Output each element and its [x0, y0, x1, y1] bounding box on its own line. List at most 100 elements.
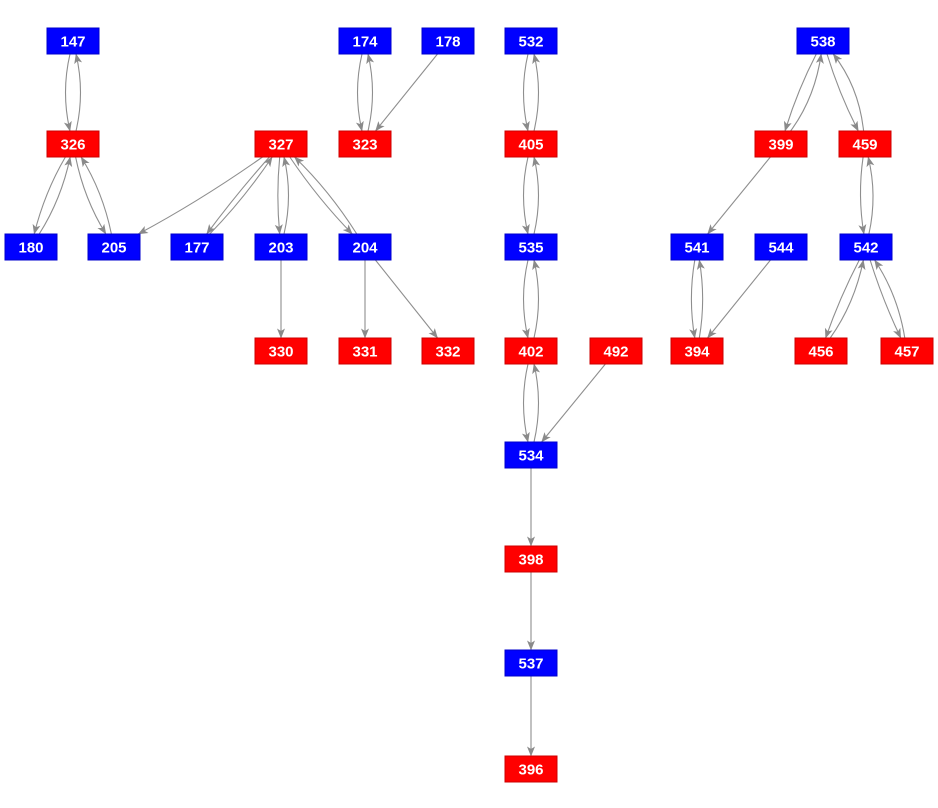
node-332[interactable]: 332 — [421, 337, 475, 365]
node-label: 396 — [518, 762, 543, 779]
node-398[interactable]: 398 — [504, 545, 558, 573]
node-label: 323 — [352, 137, 377, 154]
edge-402-535 — [532, 259, 541, 339]
edge-327-203 — [274, 156, 283, 235]
node-537[interactable]: 537 — [504, 649, 558, 677]
node-327[interactable]: 327 — [254, 130, 308, 158]
node-label: 544 — [768, 240, 794, 257]
edge-535-402 — [521, 259, 530, 339]
node-box-blue[interactable] — [87, 233, 141, 261]
edge-177-327 — [209, 156, 273, 235]
node-box-blue[interactable] — [421, 27, 475, 55]
edge-327-177 — [206, 156, 270, 235]
node-544[interactable]: 544 — [754, 233, 808, 261]
node-label: 532 — [518, 34, 543, 51]
node-459[interactable]: 459 — [838, 130, 892, 158]
node-323[interactable]: 323 — [338, 130, 392, 158]
node-label: 456 — [808, 344, 833, 361]
edge-205-326 — [80, 156, 112, 235]
node-178[interactable]: 178 — [421, 27, 475, 55]
node-label: 542 — [853, 240, 878, 257]
node-box-blue[interactable] — [504, 441, 558, 469]
node-331[interactable]: 331 — [338, 337, 392, 365]
node-box-red[interactable] — [338, 337, 392, 365]
edge-204-332 — [374, 259, 439, 339]
node-box-red[interactable] — [838, 130, 892, 158]
node-180[interactable]: 180 — [4, 233, 58, 261]
node-532[interactable]: 532 — [504, 27, 558, 55]
node-label: 534 — [518, 448, 544, 465]
node-402[interactable]: 402 — [504, 337, 558, 365]
node-box-blue[interactable] — [670, 233, 724, 261]
node-label: 204 — [352, 240, 378, 257]
node-box-red[interactable] — [46, 130, 100, 158]
node-534[interactable]: 534 — [504, 441, 558, 469]
node-box-blue[interactable] — [504, 649, 558, 677]
node-box-blue[interactable] — [170, 233, 224, 261]
node-538[interactable]: 538 — [796, 27, 850, 55]
node-box-red[interactable] — [794, 337, 848, 365]
node-box-red[interactable] — [338, 130, 392, 158]
node-label: 399 — [768, 137, 793, 154]
node-box-red[interactable] — [504, 337, 558, 365]
node-box-red[interactable] — [589, 337, 643, 365]
node-box-blue[interactable] — [338, 27, 392, 55]
node-box-blue[interactable] — [754, 233, 808, 261]
node-box-red[interactable] — [754, 130, 808, 158]
node-box-red[interactable] — [504, 755, 558, 783]
node-492[interactable]: 492 — [589, 337, 643, 365]
node-box-red[interactable] — [254, 337, 308, 365]
node-label: 327 — [268, 137, 293, 154]
edge-544-394 — [707, 259, 771, 339]
node-label: 459 — [852, 137, 877, 154]
edge-326-205 — [75, 156, 107, 235]
node-box-red[interactable] — [254, 130, 308, 158]
node-399[interactable]: 399 — [754, 130, 808, 158]
edge-538-459 — [826, 53, 859, 132]
node-326[interactable]: 326 — [46, 130, 100, 158]
node-box-red[interactable] — [504, 545, 558, 573]
edge-542-457 — [869, 259, 902, 339]
node-label: 147 — [60, 34, 85, 51]
node-177[interactable]: 177 — [170, 233, 224, 261]
node-457[interactable]: 457 — [880, 337, 934, 365]
node-541[interactable]: 541 — [670, 233, 724, 261]
node-535[interactable]: 535 — [504, 233, 558, 261]
node-label: 457 — [894, 344, 919, 361]
node-box-red[interactable] — [421, 337, 475, 365]
node-147[interactable]: 147 — [46, 27, 100, 55]
node-box-blue[interactable] — [46, 27, 100, 55]
node-box-blue[interactable] — [839, 233, 893, 261]
node-396[interactable]: 396 — [504, 755, 558, 783]
node-box-red[interactable] — [504, 130, 558, 158]
node-box-blue[interactable] — [338, 233, 392, 261]
edge-394-541 — [696, 259, 705, 339]
edge-541-394 — [689, 259, 698, 339]
node-box-red[interactable] — [670, 337, 724, 365]
node-box-blue[interactable] — [796, 27, 850, 55]
node-label: 538 — [810, 34, 835, 51]
node-box-blue[interactable] — [504, 27, 558, 55]
node-330[interactable]: 330 — [254, 337, 308, 365]
edge-402-534 — [521, 363, 530, 443]
edge-399-541 — [707, 156, 771, 235]
node-label: 330 — [268, 344, 293, 361]
node-label: 541 — [684, 240, 709, 257]
node-174[interactable]: 174 — [338, 27, 392, 55]
node-box-blue[interactable] — [4, 233, 58, 261]
node-box-blue[interactable] — [254, 233, 308, 261]
node-405[interactable]: 405 — [504, 130, 558, 158]
node-203[interactable]: 203 — [254, 233, 308, 261]
node-box-blue[interactable] — [504, 233, 558, 261]
node-label: 180 — [18, 240, 43, 257]
edge-147-326 — [63, 53, 72, 132]
node-456[interactable]: 456 — [794, 337, 848, 365]
node-204[interactable]: 204 — [338, 233, 392, 261]
node-394[interactable]: 394 — [670, 337, 724, 365]
edge-459-542 — [858, 156, 867, 235]
node-box-red[interactable] — [880, 337, 934, 365]
edge-174-323 — [355, 53, 364, 132]
node-205[interactable]: 205 — [87, 233, 141, 261]
node-542[interactable]: 542 — [839, 233, 893, 261]
